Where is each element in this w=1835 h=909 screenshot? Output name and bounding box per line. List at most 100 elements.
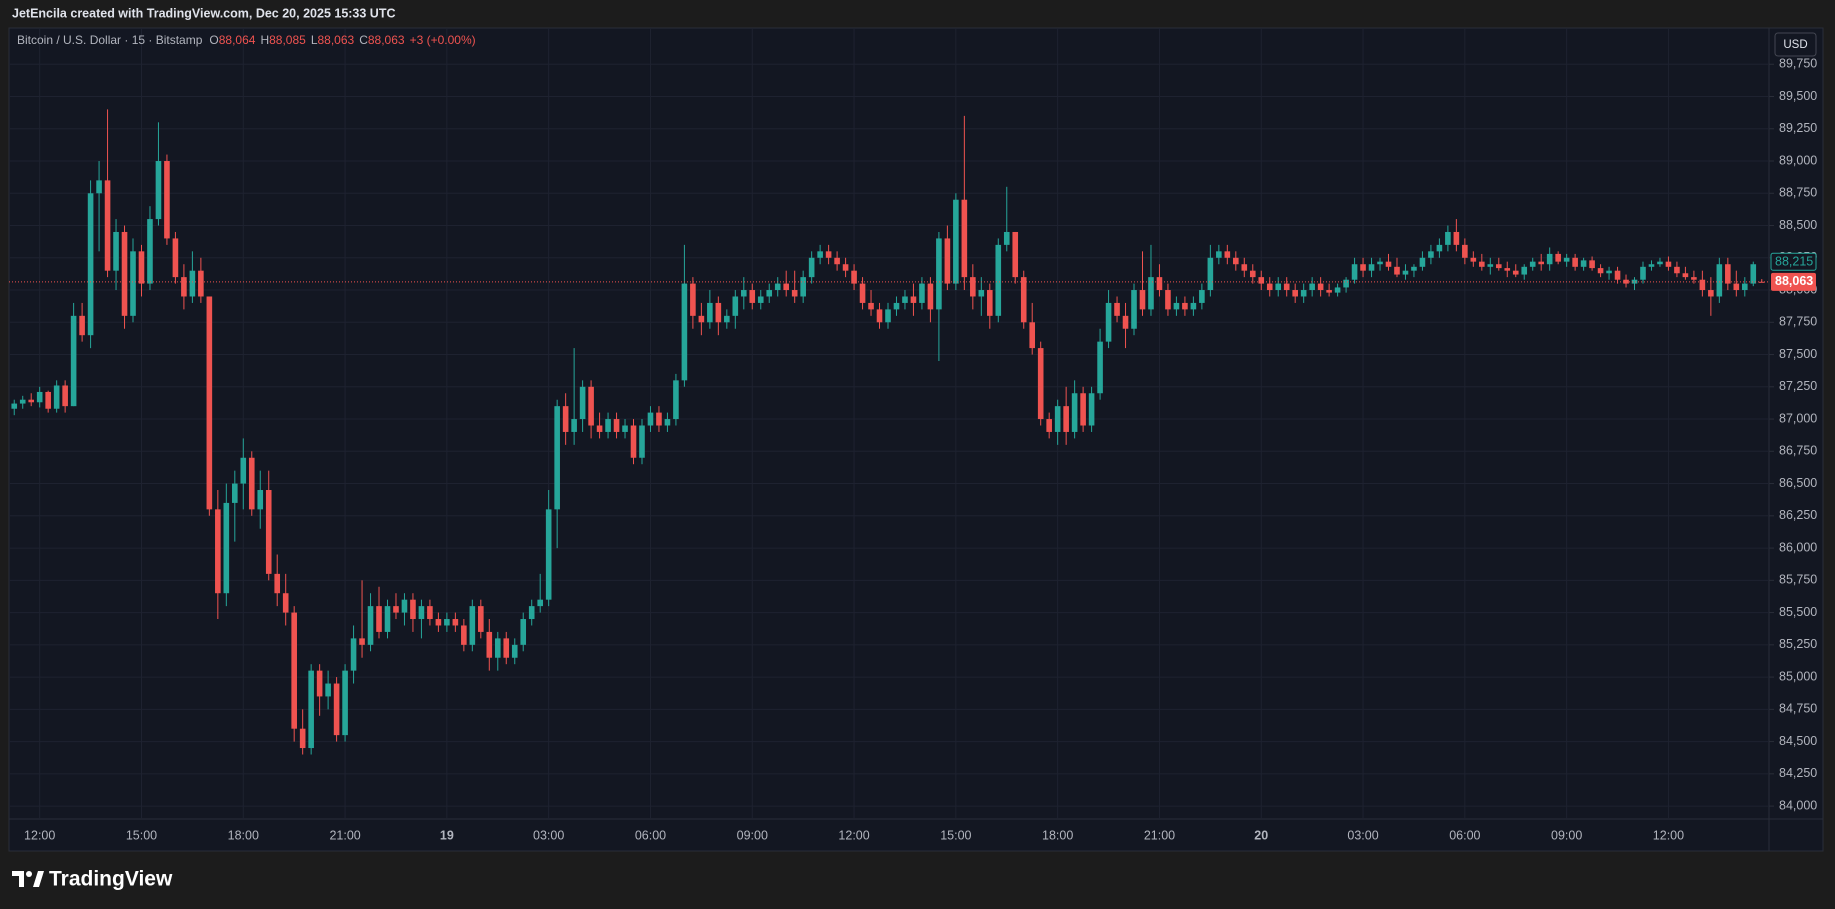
candle-body [1114, 302, 1120, 316]
candle-body [978, 290, 985, 297]
candle-body [232, 483, 238, 503]
candle-body [1614, 270, 1621, 280]
candle-body [308, 670, 314, 749]
candle-body [647, 412, 654, 426]
candle-body [1377, 261, 1383, 265]
currency[interactable]: USD [1783, 39, 1807, 51]
candle-body [181, 277, 187, 297]
candle-body [376, 606, 382, 632]
brand-logo [12, 871, 44, 887]
candle-body [936, 238, 942, 310]
candle-body [690, 283, 696, 316]
candle-body [1071, 393, 1078, 432]
candle-body [104, 180, 111, 271]
x-tick-label: 18:00 [228, 828, 259, 842]
x-tick-label: 03:00 [533, 828, 564, 842]
legend: Bitcoin / U.S. Dollar · 15 · Bitstamp O88… [17, 33, 476, 47]
brand: TradingView [49, 868, 173, 891]
x-tick-label: 12:00 [24, 828, 55, 842]
candle-body [130, 251, 136, 316]
candle-body [316, 670, 323, 697]
candle-body [885, 309, 891, 323]
candle-body [79, 315, 85, 336]
candle-body [1097, 341, 1103, 394]
candle-body [783, 283, 790, 291]
candle-body [1037, 348, 1044, 420]
legend-value: 88,085 [269, 33, 306, 47]
candle-body [1326, 290, 1332, 293]
x-tick-label: 12:00 [838, 828, 869, 842]
candle-body [1156, 277, 1163, 291]
candle-body [70, 315, 77, 407]
x-tick-label: 21:00 [329, 828, 360, 842]
candle-body [1487, 264, 1494, 267]
candle-body [1606, 270, 1612, 274]
candle-body [265, 490, 272, 574]
x-tick-label: 19 [440, 828, 454, 842]
candle-body [528, 606, 535, 620]
candle-body [1003, 231, 1010, 245]
candle-body [1563, 257, 1570, 262]
candle-body [622, 425, 628, 432]
candle-body [350, 638, 357, 671]
legend-key: O [209, 33, 218, 47]
y-tick-label: 87,750 [1779, 315, 1817, 329]
candle-body [1631, 279, 1638, 284]
candle-body [1733, 283, 1740, 291]
candle-body [1479, 261, 1485, 267]
candle-body [859, 283, 866, 303]
logo-dot [26, 871, 32, 877]
x-tick-label: 06:00 [635, 828, 666, 842]
x-tick-label: 15:00 [940, 828, 971, 842]
candle-body [1385, 261, 1392, 267]
candle-body [1555, 253, 1561, 262]
candle-body [418, 606, 425, 620]
candle-body [910, 296, 917, 303]
candle-body [1546, 253, 1553, 265]
y-tick-label: 84,500 [1779, 734, 1817, 748]
candle-body [1351, 264, 1358, 280]
candle-body [155, 161, 162, 220]
candle-body [740, 290, 747, 297]
candle-body [613, 419, 620, 432]
candle-body [1199, 290, 1205, 303]
candle-body [1589, 260, 1595, 269]
candle-body [1665, 261, 1672, 267]
candle-body [494, 638, 501, 658]
y-tick-label: 86,000 [1779, 540, 1817, 554]
candle-body [1300, 290, 1307, 297]
candle-body [1292, 290, 1298, 297]
candle-body [1750, 264, 1757, 284]
candle-body [1258, 277, 1265, 284]
symbol: Bitcoin / U.S. Dollar · 15 · Bitstamp [17, 33, 203, 47]
candle-body [596, 425, 603, 432]
candle-body [545, 509, 552, 600]
candle-body [757, 296, 764, 303]
candle-body [851, 270, 857, 284]
candle-body [1394, 266, 1400, 275]
last-price-box [1771, 272, 1816, 291]
candle-body [876, 309, 883, 323]
candle-body [1682, 273, 1689, 278]
y-tick-label: 84,750 [1779, 702, 1817, 716]
candle-body [1708, 290, 1714, 297]
candle-body [698, 315, 705, 323]
candle-body [1597, 268, 1604, 274]
candle-body [274, 573, 281, 594]
candle-body [223, 502, 230, 594]
candle-body [206, 296, 213, 510]
candle-body [707, 302, 713, 323]
legend-key: C [359, 33, 368, 47]
logo-slash [33, 871, 44, 887]
candle-body [511, 644, 518, 658]
candle-body [1402, 270, 1409, 275]
candle-body [1529, 261, 1536, 267]
candle-body [1190, 302, 1197, 310]
candle-body [36, 391, 43, 403]
legend-value: 88,064 [219, 33, 256, 47]
y-tick-label: 85,750 [1779, 573, 1817, 587]
candle-body [1521, 266, 1528, 275]
currency-button[interactable] [1774, 32, 1817, 57]
candle-body [172, 238, 179, 278]
candle-body [673, 380, 679, 420]
